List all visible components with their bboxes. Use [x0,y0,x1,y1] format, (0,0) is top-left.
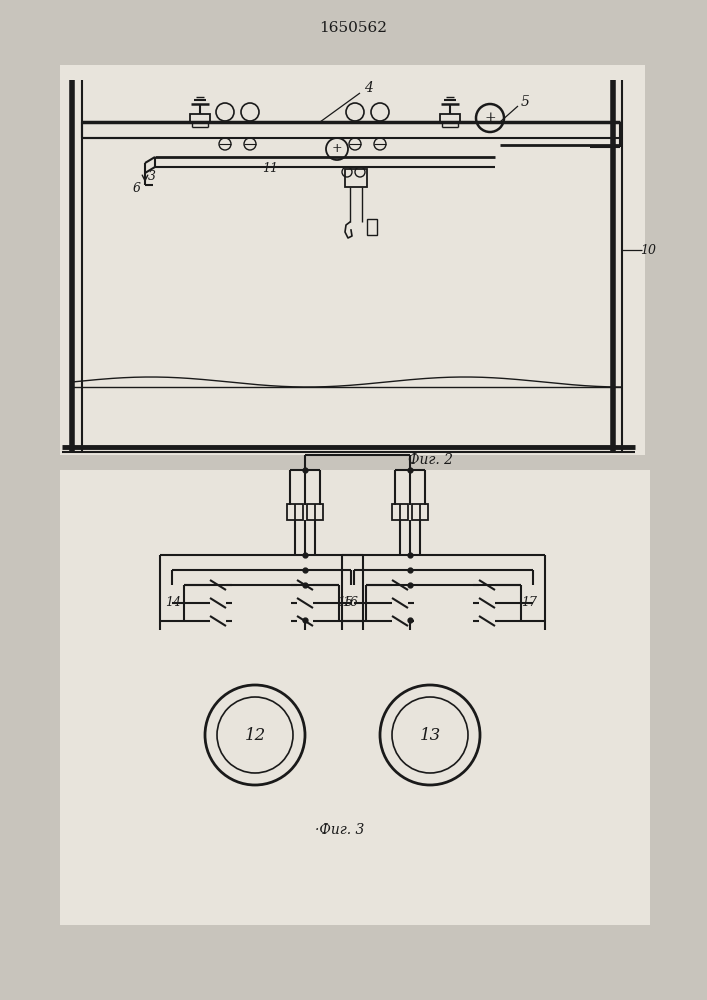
Text: 12: 12 [245,726,266,744]
Text: 10: 10 [640,243,656,256]
Text: 11: 11 [262,162,278,176]
Bar [60,470,650,925]
Bar [307,504,323,520]
Circle shape [205,685,305,785]
Text: 1650562: 1650562 [319,21,387,35]
Text: ·Фиг. 3: ·Фиг. 3 [315,823,365,837]
Bar [412,504,428,520]
Bar [440,114,460,122]
Text: 14: 14 [165,596,181,609]
Text: 6: 6 [133,182,141,196]
Bar [345,169,367,187]
Text: +: + [484,111,496,125]
Text: 5: 5 [520,95,530,109]
Bar [190,114,210,122]
Bar [287,504,303,520]
Bar [367,219,377,235]
Text: +: + [332,142,342,155]
Text: Фиг. 2: Фиг. 2 [407,453,452,467]
Text: 3: 3 [148,170,156,184]
Text: 4: 4 [363,81,373,95]
Text: 16: 16 [342,596,358,609]
Circle shape [380,685,480,785]
Bar [60,65,645,455]
Bar [392,504,408,520]
Text: 13: 13 [419,726,440,744]
Text: 15: 15 [337,596,353,609]
Circle shape [217,697,293,773]
Circle shape [392,697,468,773]
Text: 17: 17 [521,596,537,609]
